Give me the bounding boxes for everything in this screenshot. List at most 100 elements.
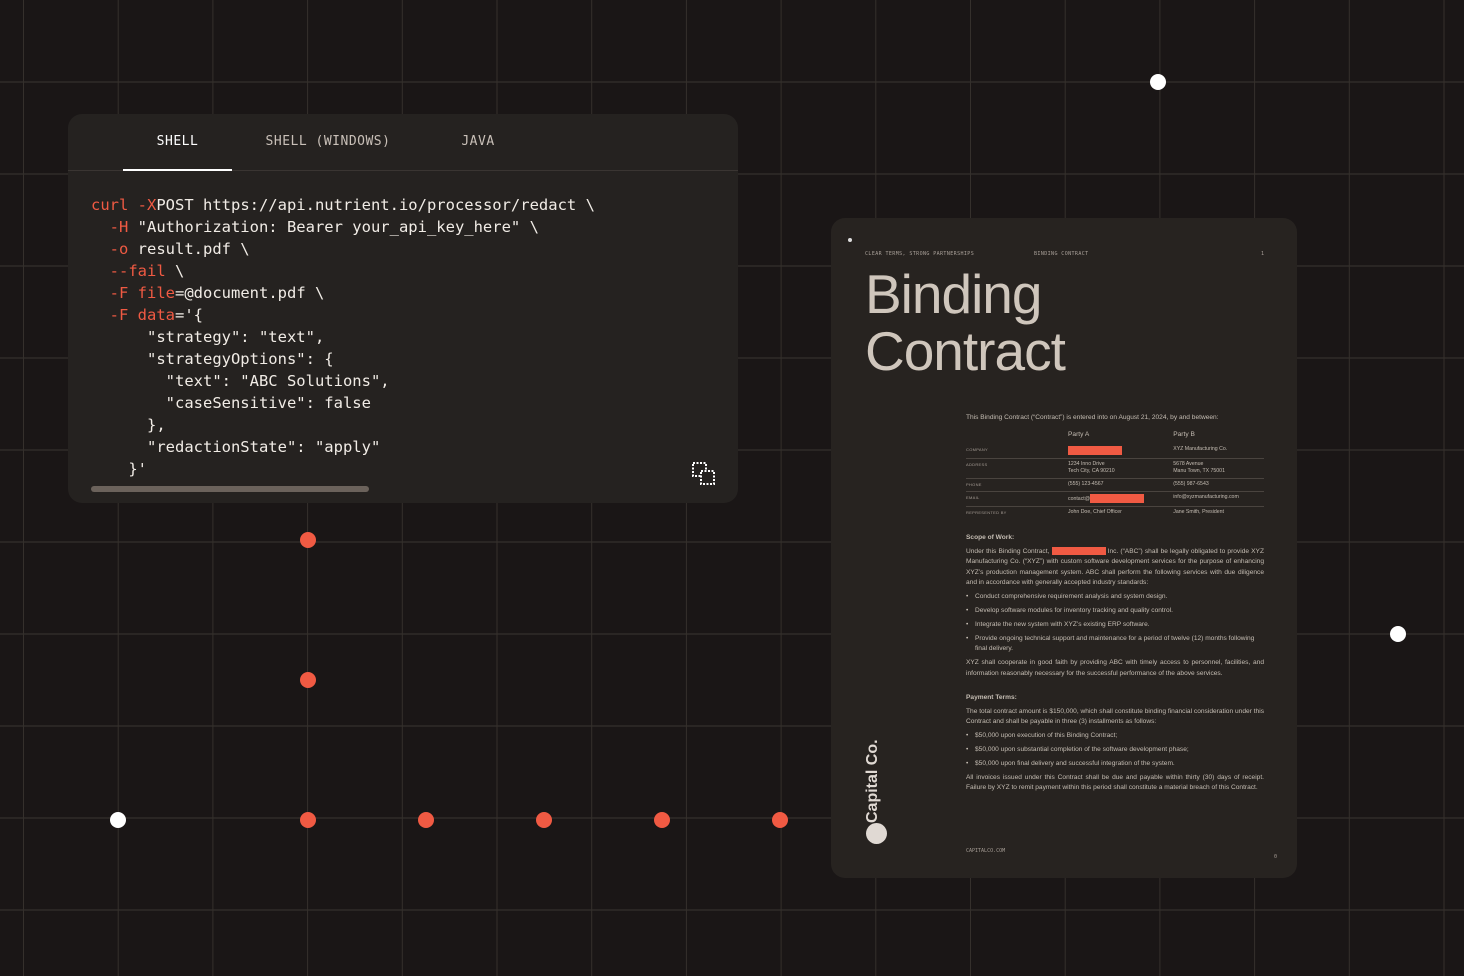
table-row: REPRESENTED BY John Doe, Chief Officer Jan… [966, 507, 1264, 520]
table-row: ADDRESS 1234 Inno Drive Tech City, CA 9021… [966, 458, 1264, 479]
cell: Tech City, CA 90210 [1068, 468, 1115, 474]
accent-node [536, 812, 552, 828]
scope-text: Inc. (“ABC”) shall be legally obligated … [966, 547, 1264, 587]
code-token: ='{ [175, 306, 203, 324]
code-line: -F file=@document.pdf \ [91, 282, 595, 304]
code-line: "text": "ABC Solutions", [91, 370, 595, 392]
code-token: data [128, 306, 175, 324]
row-label: EMAIL [966, 491, 1068, 507]
code-line: "caseSensitive": false [91, 392, 595, 414]
code-token: curl [91, 196, 129, 214]
table-row: EMAIL contact@ info@xyzmanufacturing.com [966, 491, 1264, 507]
accent-node [418, 812, 434, 828]
cell: Manu Town, TX 75001 [1173, 468, 1225, 474]
intro-text: This Binding Contract (“Contract”) is en… [966, 414, 1219, 421]
accent-node [300, 812, 316, 828]
white-node [1390, 626, 1406, 642]
contract-document-preview: CLEAR TERMS, STRONG PARTNERSHIPS BINDING… [831, 218, 1297, 878]
payment-list: $50,000 upon execution of this Binding C… [966, 731, 1264, 770]
document-title: Binding Contract [865, 263, 1066, 382]
code-token: "strategy": "text", [91, 328, 325, 346]
tab-shell[interactable]: SHELL [123, 114, 232, 171]
table-row: COMPANY XYZ Manufacturing Co. [966, 444, 1264, 459]
scope-text: Under this Binding Contract, [966, 547, 1050, 555]
code-line: -F data='{ [91, 304, 595, 326]
header-doc-type: BINDING CONTRACT [1034, 251, 1089, 257]
code-line: "redactionState": "apply" [91, 436, 595, 458]
code-token: -F [91, 306, 129, 324]
white-node [110, 812, 126, 828]
code-line: }, [91, 414, 595, 436]
cell: XYZ Manufacturing Co. [1173, 444, 1264, 459]
document-body: This Binding Contract (“Contract”) is en… [966, 413, 1264, 794]
cell: 1234 Inno Drive [1068, 461, 1105, 467]
list-item: $50,000 upon final delivery and successf… [966, 759, 1264, 770]
copy-icon[interactable] [692, 462, 716, 486]
scope-paragraph: Under this Binding Contract, Inc. (“ABC”… [966, 546, 1264, 589]
header-tagline: CLEAR TERMS, STRONG PARTNERSHIPS [865, 251, 975, 257]
brand-circle-icon [866, 823, 887, 844]
cell: (555) 123-4567 [1068, 478, 1174, 492]
code-token: "text": "ABC Solutions", [91, 372, 390, 390]
code-line: --fail \ [91, 260, 595, 282]
party-b-header: Party B [1173, 430, 1195, 438]
code-block: curl -XPOST https://api.nutrient.io/proc… [91, 194, 595, 480]
code-line: -H "Authorization: Bearer your_api_key_h… [91, 216, 595, 238]
cell: info@xyzmanufacturing.com [1173, 491, 1264, 507]
row-label: PHONE [966, 478, 1068, 492]
payment-heading: Payment Terms: [966, 694, 1017, 701]
row-label: COMPANY [966, 444, 1068, 459]
title-line-1: Binding [865, 263, 1042, 325]
code-token: -X [128, 196, 157, 214]
list-item: Develop software modules for inventory t… [966, 606, 1264, 617]
code-token: }' [91, 460, 147, 478]
party-a-header: Party A [1068, 430, 1090, 438]
code-token: \ [165, 262, 185, 280]
code-token: "redactionState": "apply" [91, 438, 381, 456]
code-token: =@document.pdf \ [175, 284, 325, 302]
redaction-box [1051, 546, 1106, 555]
tab-java[interactable]: JAVA [461, 134, 495, 149]
scope-heading: Scope of Work: [966, 534, 1015, 541]
corner-dot [848, 238, 852, 242]
code-token: -o [91, 240, 129, 258]
code-sample-panel: SHELL SHELL (WINDOWS) JAVA curl -XPOST h… [68, 114, 738, 503]
list-item: $50,000 upon substantial completion of t… [966, 745, 1264, 756]
code-token: result.pdf \ [128, 240, 250, 258]
horizontal-scrollbar[interactable] [91, 486, 369, 492]
cell: 5678 Avenue [1173, 461, 1204, 467]
row-label: ADDRESS [966, 458, 1068, 479]
code-token: file [128, 284, 175, 302]
accent-node [300, 532, 316, 548]
footer-page: 0 [1274, 854, 1278, 860]
payment-intro: The total contract amount is $150,000, w… [966, 707, 1264, 726]
code-line: curl -XPOST https://api.nutrient.io/proc… [91, 194, 595, 216]
payment-closing: All invoices issued under this Contract … [966, 773, 1264, 792]
white-node [1150, 74, 1166, 90]
list-item: Provide ongoing technical support and ma… [966, 634, 1264, 655]
brand-name: Capital Co. [864, 739, 881, 823]
parties-table: Party A Party B COMPANY XYZ Manufacturing … [966, 430, 1264, 520]
cell: contact@ [1068, 495, 1090, 502]
code-line: "strategyOptions": { [91, 348, 595, 370]
cell: Jane Smith, President [1173, 509, 1224, 515]
title-line-2: Contract [865, 320, 1066, 382]
list-item: Conduct comprehensive requirement analys… [966, 592, 1264, 603]
redaction-box [1090, 494, 1144, 503]
code-line: -o result.pdf \ [91, 238, 595, 260]
scope-closing: XYZ shall cooperate in good faith by pro… [966, 659, 1264, 677]
brand-logo: Capital Co. [864, 718, 889, 848]
code-line: }' [91, 458, 595, 480]
scope-list: Conduct comprehensive requirement analys… [966, 592, 1264, 655]
language-tabs: SHELL SHELL (WINDOWS) JAVA [68, 114, 738, 171]
code-token: --fail [91, 262, 166, 280]
code-token: }, [91, 416, 166, 434]
code-token: -F [91, 284, 129, 302]
list-item: $50,000 upon execution of this Binding C… [966, 731, 1264, 742]
table-row: PHONE (555) 123-4567 (555) 987-6543 [966, 478, 1264, 492]
tab-shell-windows[interactable]: SHELL (WINDOWS) [265, 134, 391, 149]
footer-url: CAPITALCO.COM [966, 848, 1006, 854]
cell: (555) 987-6543 [1173, 478, 1264, 492]
code-token: -H [91, 218, 129, 236]
page-number: 1 [1261, 251, 1265, 257]
